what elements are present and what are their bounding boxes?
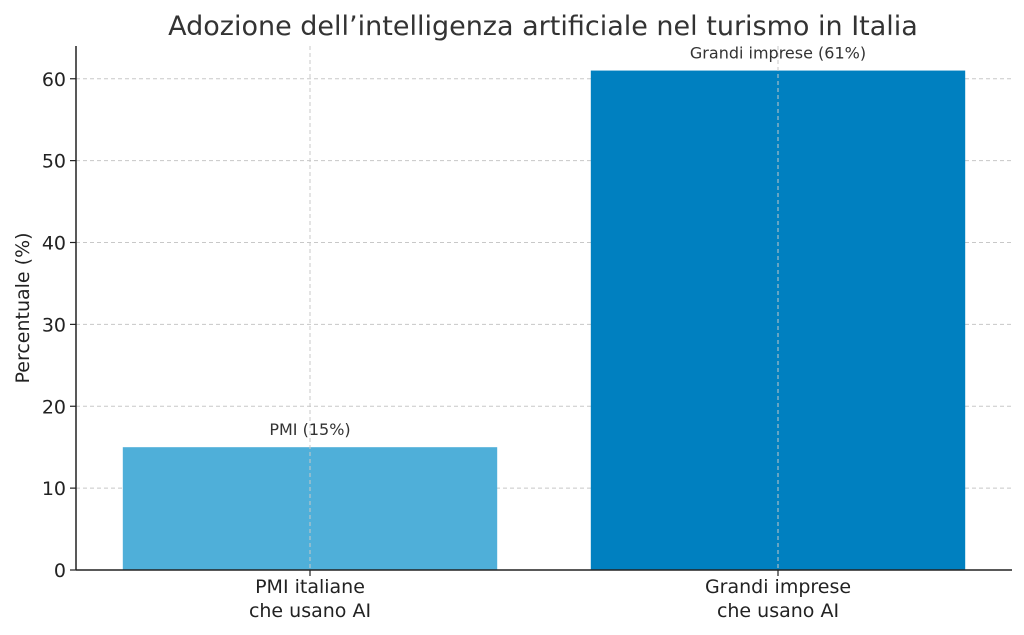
x-tick-label: Grandi imprese (705, 576, 851, 598)
bars (122, 70, 966, 570)
chart-title: Adozione dell’intelligenza artificiale n… (168, 11, 918, 42)
x-tick-label: PMI italiane (255, 576, 365, 598)
y-tick-label: 60 (42, 69, 66, 91)
data-labels: PMI (15%) Grandi imprese (61%) (269, 44, 866, 440)
x-tick-label: che usano AI (249, 600, 371, 622)
x-tick-label: che usano AI (717, 600, 839, 622)
y-axis-label: Percentuale (%) (12, 232, 34, 383)
y-tick-label: 40 (42, 233, 66, 255)
y-tick-label: 10 (42, 478, 66, 500)
vertical-grid-lines (309, 46, 779, 570)
y-tick-label: 20 (42, 396, 66, 418)
data-label: Grandi imprese (61%) (690, 44, 866, 63)
y-tick-label: 30 (42, 314, 66, 336)
data-label: PMI (15%) (269, 420, 350, 439)
y-tick-label: 50 (42, 151, 66, 173)
y-tick-label: 0 (54, 560, 66, 582)
